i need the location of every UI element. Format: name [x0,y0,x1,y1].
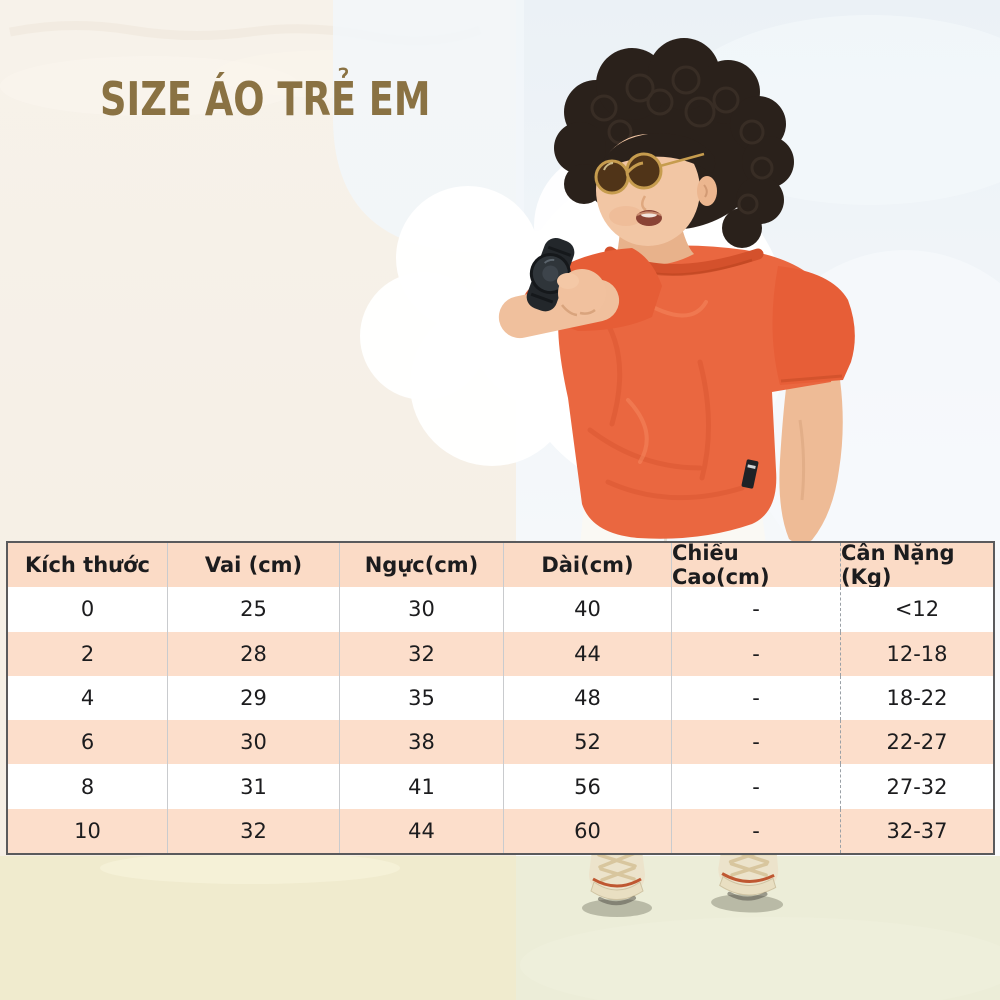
header-cell: Dài(cm) [504,543,672,588]
table-cell: 12-18 [886,641,948,666]
table-row: 2 28 32 44- 12-18 [8,631,993,676]
table-cell: 32 [168,808,340,853]
table-cell: 10 [8,808,168,853]
table-cell: - [672,587,841,632]
table-cell: 44 [504,631,672,676]
table-cell: 2 [8,631,168,676]
table-cell: 25 [168,587,340,632]
header-cell: Vai (cm) [168,543,340,588]
table-row: 8 31 41 56- 27-32 [8,764,993,809]
header-cell: Cân Nặng (Kg) [841,543,955,588]
header-cell: Ngực(cm) [340,543,504,588]
table-cell: - [672,764,841,809]
page-title: SIZE ÁO TRẺ EM [100,72,431,126]
table-cell: 41 [340,764,504,809]
table-cell: 48 [504,675,672,721]
table-cell: 22-27 [886,730,948,755]
table-row: 4 29 35 48- 18-22 [8,675,993,721]
table-cell: 29 [168,675,340,721]
table-cell: - [672,631,841,676]
table-cell: 28 [168,631,340,676]
background-bottom-right [516,856,1000,1000]
table-cell: 4 [8,675,168,721]
table-cell: 27-32 [886,774,948,799]
table-cell: 30 [168,720,340,765]
table-cell: 35 [340,675,504,721]
table-cell: <12 [894,597,940,622]
table-cell: 0 [8,587,168,632]
table-row: 10 32 44 60- 32-37 [8,808,993,853]
table-cell: 52 [504,720,672,765]
table-cell: - [672,808,841,853]
table-row: 6 30 38 52- 22-27 [8,720,993,765]
size-table: Kích thước Vai (cm) Ngực(cm) Dài(cm) Chiều C… [6,541,995,855]
table-cell: 56 [504,764,672,809]
table-cell: 6 [8,720,168,765]
background-bottom-left [0,856,516,1000]
table-cell: - [672,720,841,765]
table-cell: - [672,675,841,721]
table-cell: 32 [340,631,504,676]
size-table-body: 0 25 30 40- <12 2 28 32 44-12-18 4 29 35 48-18-22 6 30… [8,587,993,853]
table-cell: 18-22 [886,685,948,710]
size-table-header-row: Kích thước Vai (cm) Ngực(cm) Dài(cm) Chiều C… [8,543,993,588]
table-cell: 44 [340,808,504,853]
header-cell: Chiều Cao(cm) [672,543,841,588]
table-cell: 31 [168,764,340,809]
table-cell: 60 [504,808,672,853]
table-cell: 8 [8,764,168,809]
table-cell: 30 [340,587,504,632]
table-cell: 38 [340,720,504,765]
table-row: 0 25 30 40- <12 [8,587,993,632]
header-cell: Kích thước [8,543,168,588]
table-cell: 40 [504,587,672,632]
table-cell: 32-37 [886,818,948,843]
